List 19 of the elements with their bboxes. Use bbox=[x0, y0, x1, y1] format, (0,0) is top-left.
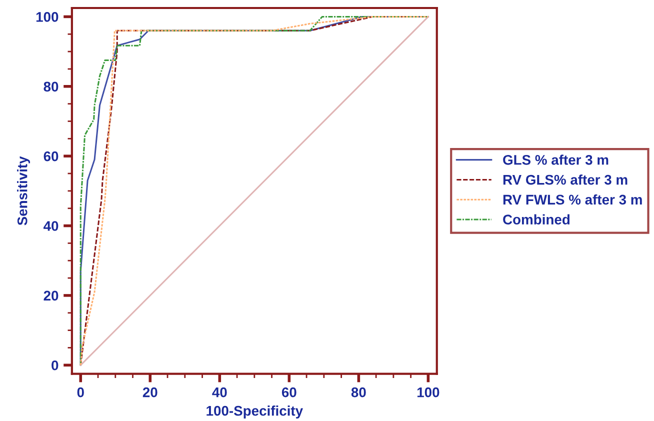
y-tick-label: 20 bbox=[44, 290, 58, 301]
line-series bbox=[80, 16, 429, 366]
x-tick-label: 40 bbox=[212, 387, 227, 398]
legend-label: GLS % after 3 m bbox=[503, 154, 608, 165]
x-tick-label: 0 bbox=[77, 387, 84, 398]
x-tick-label: 80 bbox=[351, 387, 366, 398]
x-tick-label: 60 bbox=[282, 387, 296, 398]
y-tick-label: 80 bbox=[44, 82, 58, 92]
y-tick-label: 100 bbox=[36, 12, 58, 22]
legend-label: RV GLS% after 3 m bbox=[503, 174, 628, 185]
y-tick-label: 40 bbox=[44, 221, 58, 231]
y-axis-title: Sensitivity bbox=[17, 156, 30, 226]
x-axis-title: 100-Specificity bbox=[206, 406, 303, 418]
legend-label: Combined bbox=[503, 214, 570, 224]
x-tick-label: 20 bbox=[142, 387, 158, 398]
y-tick-label: 60 bbox=[44, 151, 58, 162]
y-tick-label: 0 bbox=[52, 360, 58, 370]
x-tick-label: 100 bbox=[417, 387, 440, 398]
legend-label: RV FWLS % after 3 m bbox=[503, 194, 642, 205]
